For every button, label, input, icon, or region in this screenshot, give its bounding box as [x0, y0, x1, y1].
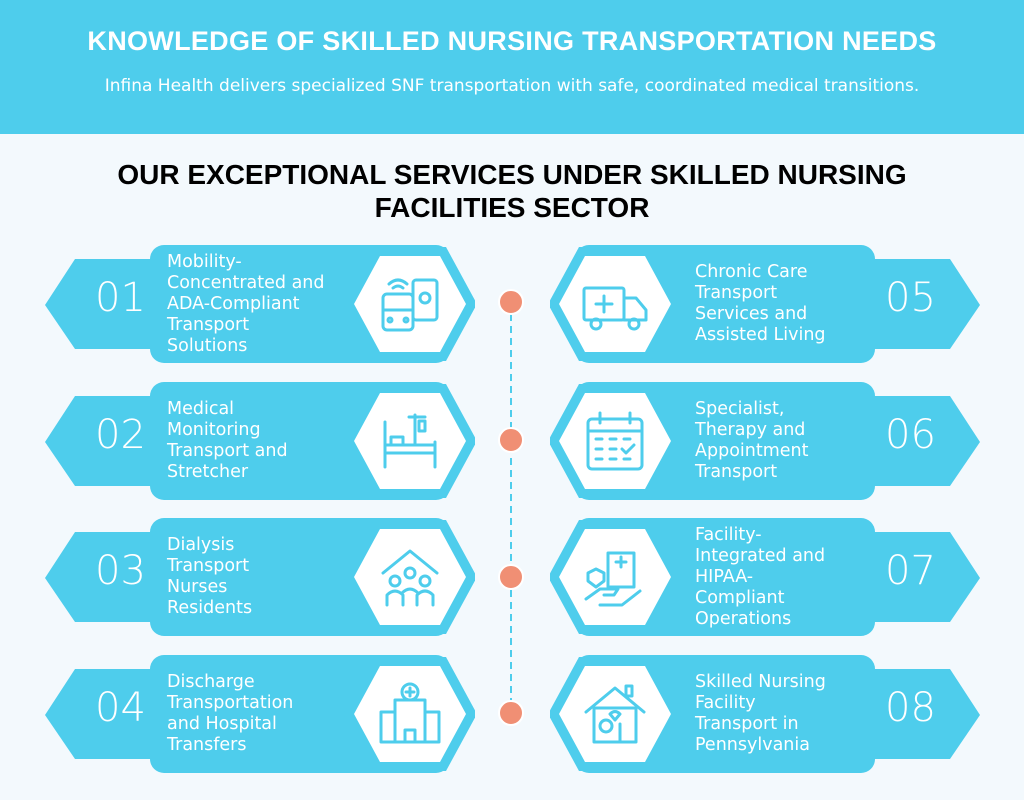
timeline-dot	[498, 289, 524, 315]
nursing-home-icon	[584, 684, 646, 744]
service-number: 04	[95, 685, 146, 731]
service-number: 06	[885, 412, 936, 458]
timeline-dot	[498, 564, 524, 590]
service-number: 03	[95, 548, 146, 594]
card-shape	[45, 382, 475, 500]
card-shape	[45, 245, 475, 363]
service-label: Chronic Care Transport Services and Assi…	[695, 262, 826, 345]
calendar-icon	[586, 411, 644, 471]
timeline-dot	[498, 427, 524, 453]
service-label: Discharge Transportation and Hospital Tr…	[167, 672, 294, 755]
card-shape	[550, 382, 980, 500]
residents-home-icon	[381, 549, 439, 607]
service-label: Mobility- Concentrated and ADA-Compliant…	[167, 251, 325, 356]
card-shape	[550, 245, 980, 363]
service-number: 07	[885, 548, 936, 594]
timeline-dot	[498, 700, 524, 726]
card-shape	[550, 655, 980, 773]
service-card-07: 07 Facility- Integrated and HIPAA- Compl…	[550, 518, 980, 638]
service-number: 08	[885, 685, 936, 731]
hospital-building-icon	[379, 682, 441, 744]
card-shape	[550, 518, 980, 636]
service-label: Dialysis Transport Nurses Residents	[167, 535, 253, 618]
hand-hospital-icon	[584, 551, 642, 607]
service-card-01: 01 Mobility- Concentrated and ADA-Compli…	[45, 245, 475, 365]
service-card-02: 02 Medical Monitoring Transport and Stre…	[45, 382, 475, 502]
service-card-06: 06 Specialist, Therapy and Appointment T…	[550, 382, 980, 502]
service-label: Facility- Integrated and HIPAA- Complian…	[695, 524, 826, 629]
service-label: Specialist, Therapy and Appointment Tran…	[695, 399, 809, 482]
bus-phone-icon	[381, 278, 439, 332]
ambulance-icon	[582, 286, 648, 331]
service-label: Skilled Nursing Facility Transport in Pe…	[695, 672, 826, 755]
section-title: OUR EXCEPTIONAL SERVICES UNDER SKILLED N…	[117, 159, 907, 223]
service-number: 01	[95, 275, 146, 321]
service-label: Medical Monitoring Transport and Stretch…	[167, 399, 288, 482]
hospital-bed-icon	[383, 413, 437, 469]
page-title: KNOWLEDGE OF SKILLED NURSING TRANSPORTAT…	[87, 26, 937, 56]
service-number: 02	[95, 412, 146, 458]
service-card-03: 03 Dialysis Transport Nurses Residents	[45, 518, 475, 638]
service-number: 05	[885, 275, 936, 321]
header-banner: KNOWLEDGE OF SKILLED NURSING TRANSPORTAT…	[0, 0, 1024, 134]
service-card-08: 08 Skilled Nursing Facility Transport in…	[550, 655, 980, 775]
service-card-04: 04 Discharge Transportation and Hospital…	[45, 655, 475, 775]
page-subtitle: Infina Health delivers specialized SNF t…	[104, 76, 920, 96]
service-card-05: 05 Chronic Care Transport Services and A…	[550, 245, 980, 365]
